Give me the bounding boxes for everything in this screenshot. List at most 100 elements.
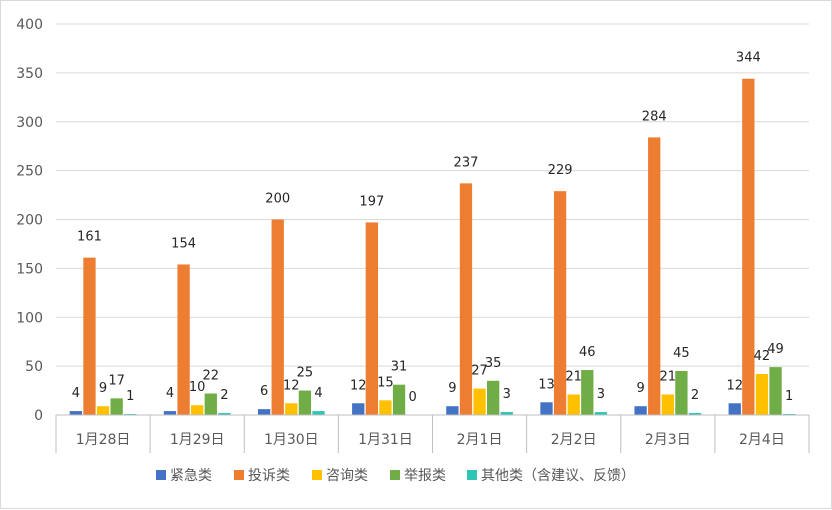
data-label: 197: [359, 194, 384, 209]
data-label: 46: [579, 345, 596, 360]
bar: [177, 264, 190, 415]
bar: [96, 406, 110, 415]
bar: [661, 394, 674, 415]
legend: 紧急类 投诉类 咨询类 举报类 其他类（含建议、反馈）: [156, 468, 635, 484]
legend-swatch: [312, 470, 322, 480]
bar: [648, 137, 661, 415]
bar: [634, 406, 647, 415]
x-tick-label: 1月31日: [358, 432, 413, 448]
data-label: 13: [538, 377, 555, 392]
data-label: 45: [673, 346, 690, 361]
bar: [728, 403, 741, 415]
data-label: 27: [471, 364, 488, 379]
x-tick-label: 2月3日: [645, 432, 691, 448]
data-label: 21: [565, 369, 582, 384]
y-tick-label: 400: [16, 17, 43, 33]
legend-swatch: [234, 470, 244, 480]
bar: [312, 411, 325, 415]
gridlines: [56, 23, 809, 367]
legend-swatch: [467, 470, 477, 480]
data-label: 4: [314, 386, 322, 401]
bar: [742, 78, 755, 416]
data-label: 9: [448, 381, 456, 396]
data-label: 35: [485, 356, 502, 371]
y-tick-label: 250: [16, 164, 43, 180]
bar: [553, 191, 567, 415]
y-tick-label: 300: [16, 115, 43, 131]
y-tick-label: 200: [16, 213, 43, 229]
bar: [271, 219, 284, 415]
data-label: 237: [454, 155, 479, 170]
data-label: 49: [767, 342, 784, 357]
y-axis: 0 50 100 150 200 250 300 350 400: [16, 17, 43, 424]
data-label: 2: [691, 388, 699, 403]
legend-label: 咨询类: [326, 468, 368, 484]
bar: [459, 183, 473, 415]
data-label: 200: [265, 192, 290, 207]
data-label: 21: [660, 369, 677, 384]
legend-label: 其他类（含建议、反馈）: [481, 468, 635, 484]
bar: [257, 409, 271, 415]
x-tick-label: 2月1日: [457, 432, 503, 448]
data-label: 12: [350, 378, 367, 393]
bar: [675, 371, 688, 415]
data-label: 1: [785, 389, 793, 404]
data-label: 344: [736, 51, 761, 66]
x-tick-label: 1月30日: [264, 432, 319, 448]
bar: [285, 403, 298, 415]
y-tick-label: 150: [16, 261, 43, 277]
data-label: 12: [726, 378, 743, 393]
y-tick-label: 0: [34, 408, 43, 424]
bar: [487, 380, 500, 415]
x-tick-label: 2月4日: [739, 432, 785, 448]
legend-swatch: [390, 470, 400, 480]
bar: [204, 393, 217, 415]
data-label: 15: [377, 375, 394, 390]
data-label: 17: [108, 373, 125, 388]
bar: [191, 405, 204, 415]
bar: [379, 400, 392, 415]
bar: [110, 398, 123, 415]
y-tick-label: 100: [16, 310, 43, 326]
bar: [594, 412, 608, 415]
bar: [298, 390, 312, 415]
data-label: 0: [408, 390, 416, 405]
data-label: 4: [72, 386, 80, 401]
bar: [392, 384, 406, 415]
data-label: 6: [260, 384, 268, 399]
data-label: 284: [642, 109, 667, 124]
data-label: 25: [297, 366, 314, 381]
data-label: 42: [754, 349, 771, 364]
data-label: 10: [189, 380, 206, 395]
bar: [352, 403, 365, 415]
data-label: 3: [503, 387, 511, 402]
legend-label: 投诉类: [248, 468, 290, 484]
x-tick-label: 1月29日: [170, 432, 225, 448]
bar: [446, 406, 459, 415]
data-label: 12: [283, 378, 300, 393]
data-label: 3: [597, 387, 605, 402]
bars: [69, 78, 796, 416]
legend-label: 举报类: [404, 468, 446, 484]
bar: [581, 370, 594, 415]
data-label: 9: [636, 381, 644, 396]
x-tick-label: 1月28日: [76, 432, 131, 448]
bar: [769, 367, 782, 415]
y-tick-label: 50: [25, 359, 43, 375]
bar: [69, 411, 83, 415]
bar: [500, 412, 513, 415]
bar: [755, 373, 769, 415]
bar: [365, 222, 378, 415]
data-label: 31: [391, 360, 408, 375]
bar: [218, 413, 231, 415]
bar: [163, 411, 177, 415]
bar: [83, 257, 96, 415]
legend-label: 紧急类: [170, 468, 212, 484]
data-label: 161: [77, 230, 102, 245]
data-label: 154: [171, 236, 196, 251]
data-label: 1: [126, 389, 134, 404]
data-label: 9: [99, 381, 107, 396]
bar: [473, 388, 486, 415]
